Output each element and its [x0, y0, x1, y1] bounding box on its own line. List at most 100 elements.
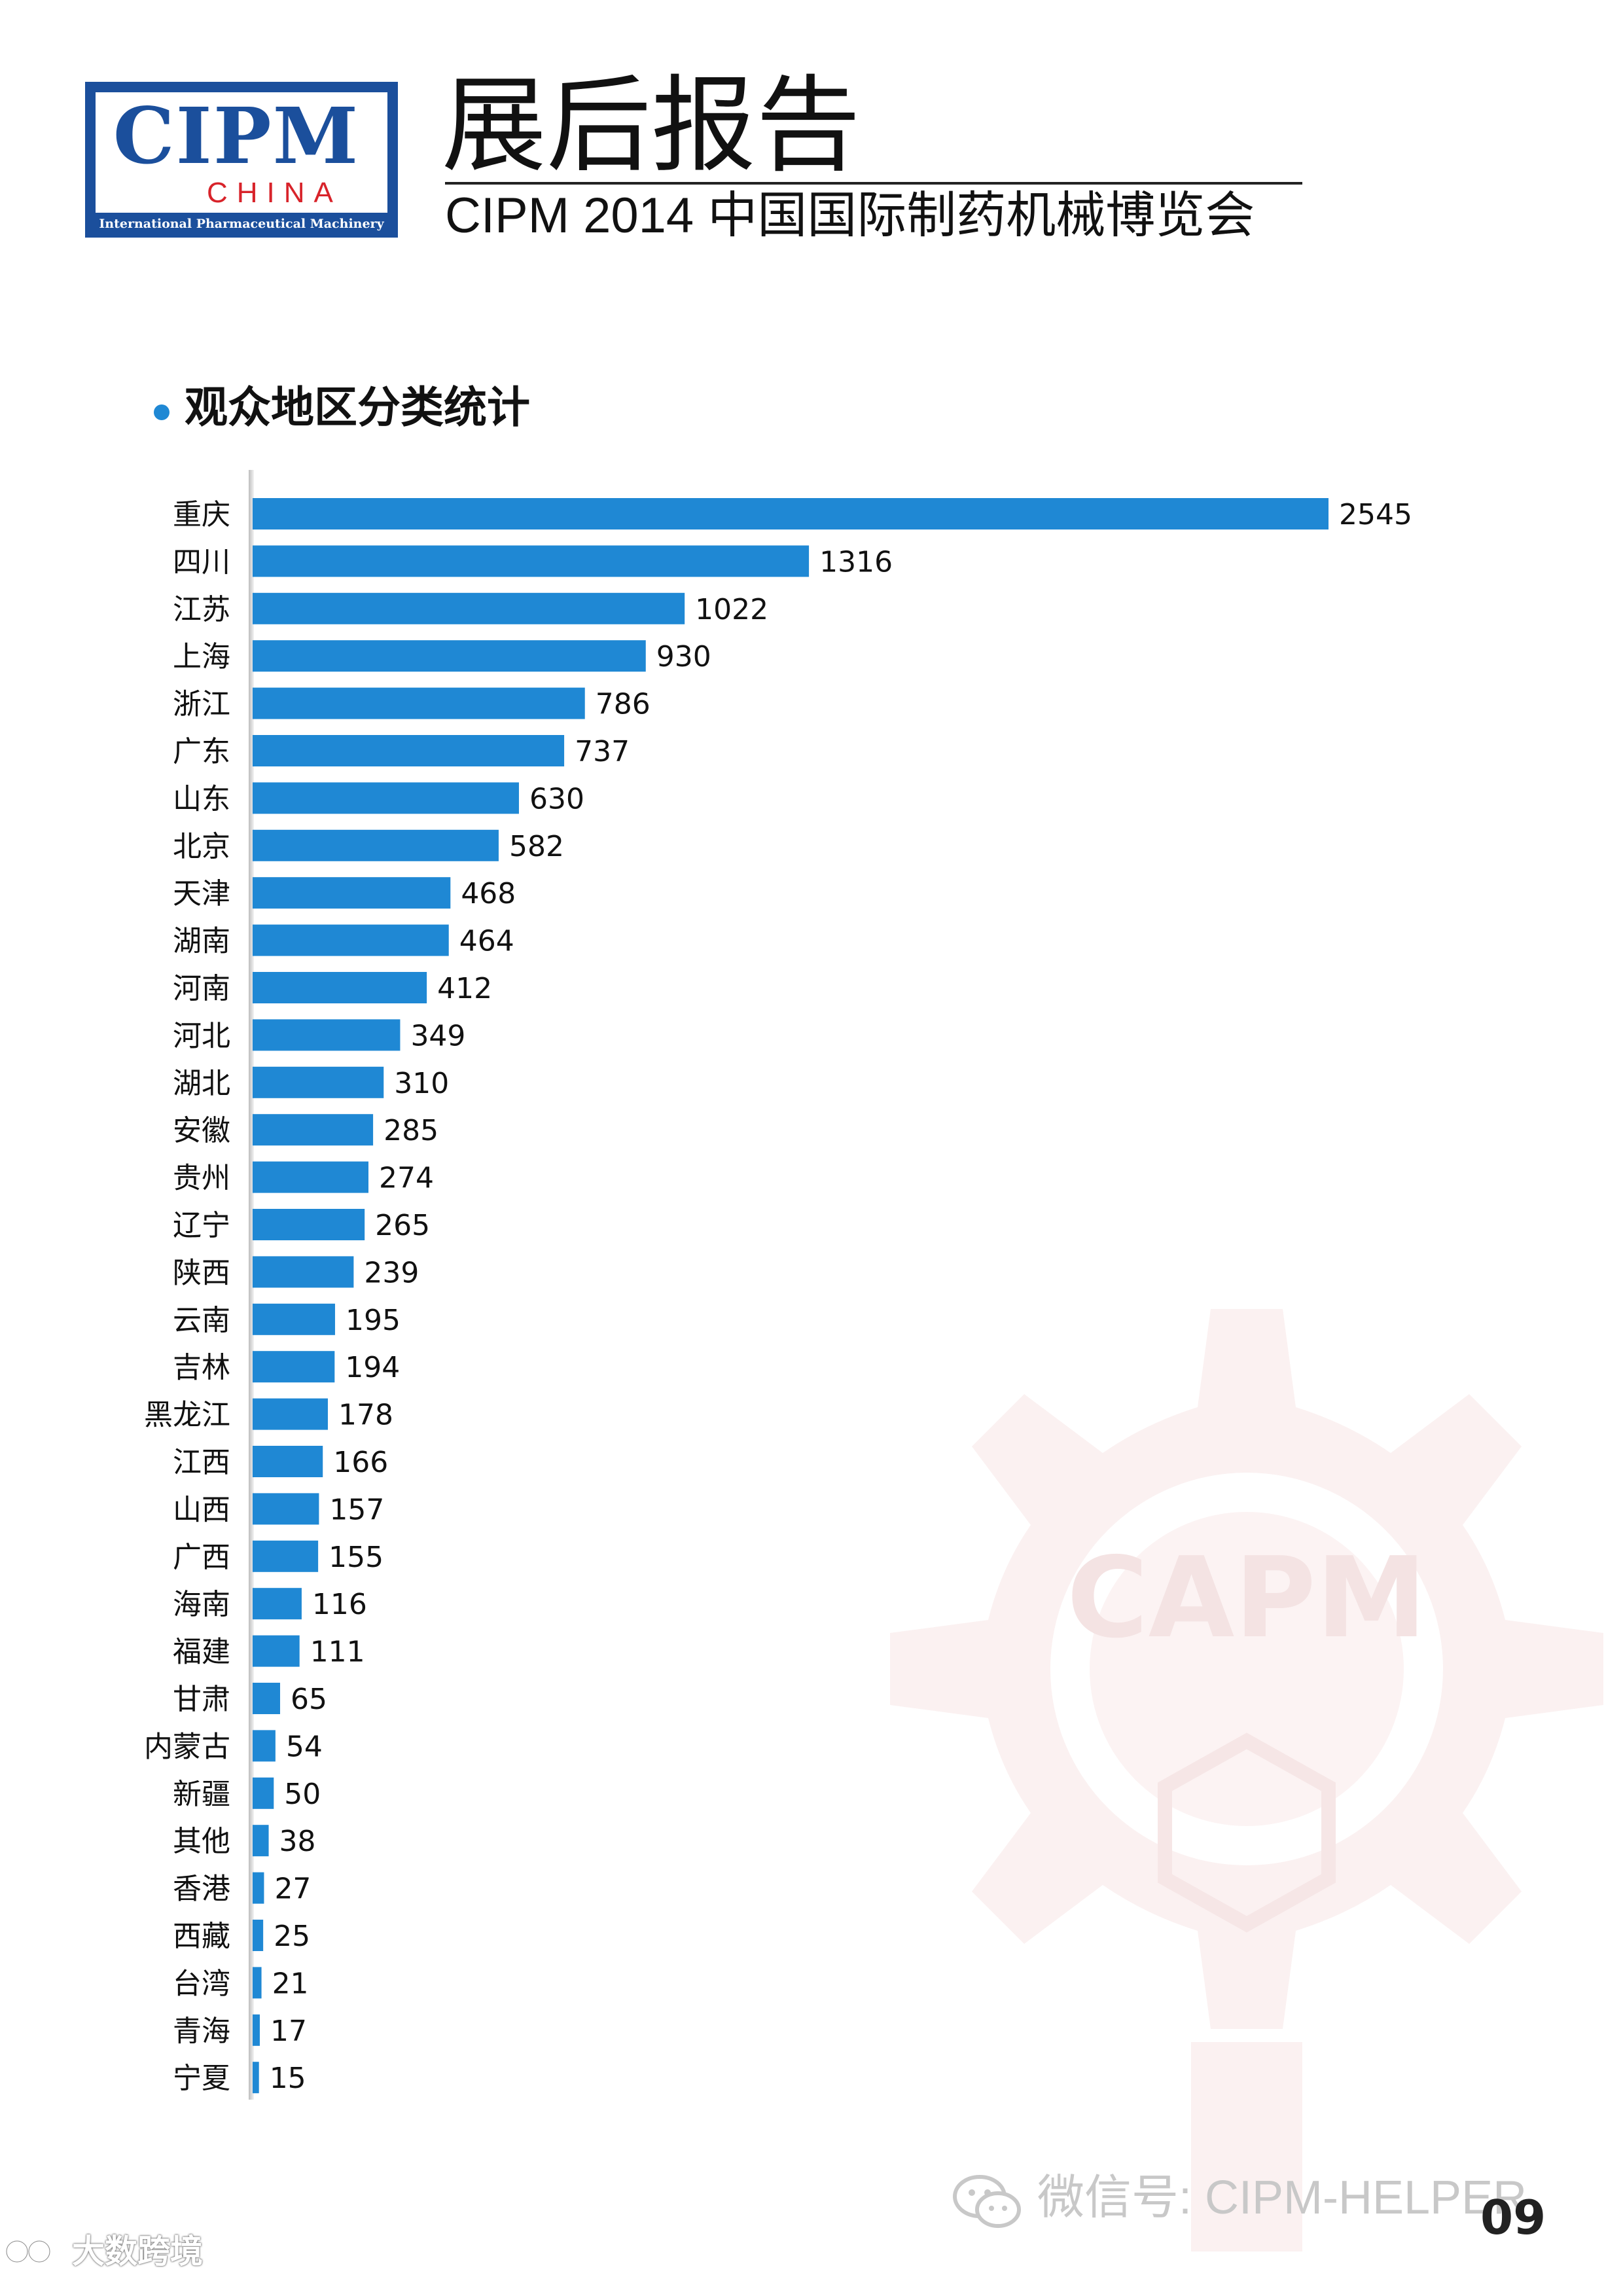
bar — [253, 1635, 300, 1667]
bar — [253, 1493, 319, 1525]
category-label: 福建 — [173, 1636, 230, 1669]
data-label: 630 — [529, 782, 584, 816]
category-label: 海南 — [173, 1588, 230, 1621]
category-label: 贵州 — [173, 1162, 230, 1195]
data-label: 349 — [410, 1019, 465, 1052]
bullet-icon — [154, 404, 169, 420]
data-label: 274 — [379, 1162, 434, 1195]
data-label: 38 — [279, 1825, 316, 1858]
category-label: 安徽 — [173, 1114, 230, 1147]
bar — [253, 1209, 365, 1240]
wechat-id: 微信号: CIPM-HELPER — [1037, 2172, 1527, 2224]
bar — [253, 1446, 323, 1477]
bar — [253, 687, 585, 719]
page-subtitle: CIPM 2014 中国国际制药机械博览会 — [445, 188, 1255, 243]
bar — [253, 498, 1329, 529]
bar — [253, 1161, 368, 1193]
data-label: 464 — [459, 925, 514, 958]
data-label: 265 — [375, 1209, 430, 1242]
category-label: 云南 — [173, 1304, 230, 1337]
bar — [253, 1683, 280, 1714]
bar — [253, 1825, 269, 1857]
category-label: 台湾 — [173, 1967, 230, 2000]
category-label: 甘肃 — [173, 1683, 230, 1716]
category-label: 天津 — [173, 877, 230, 910]
bar — [253, 1967, 262, 1999]
bar — [253, 735, 565, 766]
bar — [253, 829, 499, 861]
bar — [253, 1303, 335, 1335]
data-label: 2545 — [1339, 498, 1412, 531]
category-label: 河北 — [173, 1019, 230, 1052]
data-label: 468 — [461, 877, 516, 910]
category-label: 河南 — [173, 972, 230, 1005]
data-label: 737 — [575, 735, 630, 768]
bar — [253, 972, 427, 1003]
category-label: 上海 — [173, 640, 230, 673]
bar — [253, 1588, 302, 1620]
category-label: 浙江 — [173, 688, 230, 721]
category-label: 广东 — [173, 735, 230, 768]
data-label: 786 — [596, 688, 651, 721]
bar — [253, 1540, 319, 1572]
data-label: 310 — [394, 1067, 449, 1100]
category-label: 吉林 — [173, 1351, 230, 1384]
data-label: 111 — [310, 1636, 365, 1669]
data-label: 15 — [270, 2062, 306, 2095]
category-label: 四川 — [173, 545, 230, 579]
bar — [253, 1730, 276, 1762]
bar — [253, 877, 451, 909]
data-label: 50 — [284, 1778, 321, 1811]
bar — [253, 1256, 354, 1288]
logo-band-text: International Pharmaceutical Machinery — [88, 213, 395, 235]
bar — [253, 1114, 374, 1146]
data-label: 54 — [286, 1730, 323, 1763]
bar — [253, 1066, 384, 1098]
data-label: 285 — [383, 1114, 438, 1147]
data-label: 178 — [338, 1399, 393, 1432]
data-label: 1022 — [695, 593, 768, 626]
header-divider — [445, 182, 1302, 185]
logo-sub-text: CHINA — [207, 177, 342, 209]
page-number: 09 — [1480, 2190, 1546, 2245]
data-label: 21 — [272, 1967, 309, 2000]
bar — [253, 2062, 259, 2094]
cipm-logo: CIPM CHINA International Pharmaceutical … — [85, 82, 398, 238]
data-label: 157 — [329, 1493, 384, 1526]
bar — [253, 782, 519, 814]
category-label: 陕西 — [173, 1256, 230, 1289]
logo-main-text: CIPM — [113, 90, 360, 181]
bar — [253, 545, 810, 577]
bar — [253, 924, 449, 956]
category-label: 山西 — [173, 1493, 230, 1526]
bar — [253, 2014, 260, 2046]
data-label: 930 — [656, 640, 711, 673]
category-label: 西藏 — [173, 1920, 230, 1953]
section-title: 观众地区分类统计 — [185, 382, 530, 433]
category-label: 广西 — [173, 1541, 230, 1574]
bar — [253, 1920, 264, 1951]
category-label: 内蒙古 — [144, 1730, 230, 1763]
bar — [253, 1351, 335, 1383]
data-label: 195 — [346, 1304, 401, 1337]
data-label: 582 — [509, 830, 564, 863]
corner-logo-icon — [6, 2240, 50, 2263]
watermark-gear-logo: CAPM — [890, 1309, 1603, 2251]
data-label: 239 — [364, 1256, 419, 1289]
category-label: 香港 — [173, 1873, 230, 1906]
wechat-icon — [953, 2175, 1021, 2228]
bar — [253, 592, 685, 624]
bar — [253, 1777, 274, 1809]
category-axis-line — [249, 470, 254, 2100]
category-label: 北京 — [173, 830, 230, 863]
bar — [253, 640, 646, 672]
category-label: 宁夏 — [173, 2062, 230, 2095]
bar — [253, 1872, 264, 1904]
page-title: 展后报告 — [442, 64, 861, 187]
category-label: 其他 — [173, 1825, 230, 1858]
data-label: 27 — [274, 1873, 311, 1906]
data-label: 155 — [329, 1541, 383, 1574]
data-label: 25 — [274, 1920, 310, 1953]
data-label: 65 — [291, 1683, 327, 1716]
